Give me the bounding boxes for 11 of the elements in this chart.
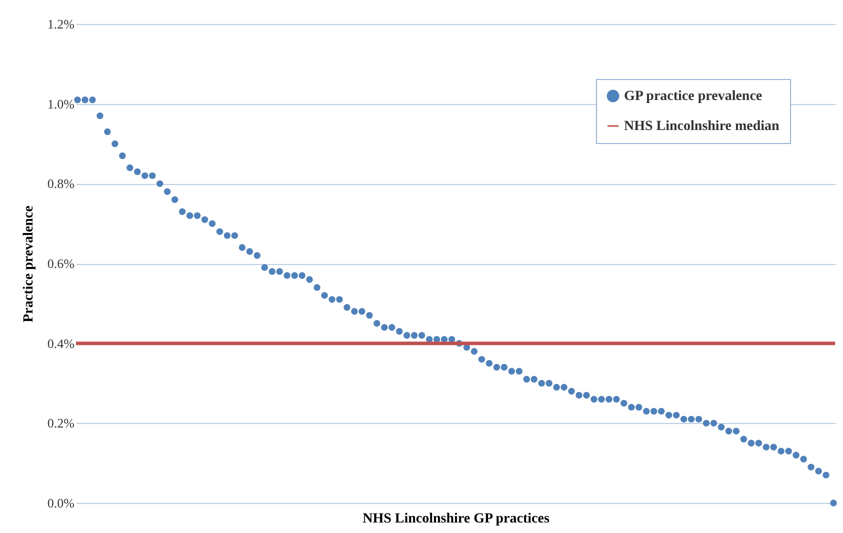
y-tick-label: 0.8%: [47, 176, 75, 192]
y-tick-label: 1.2%: [47, 16, 75, 32]
y-axis-title: Practice prevalence: [21, 206, 36, 322]
x-axis-title: NHS Lincolnshire GP practices: [362, 512, 550, 526]
y-tick-label: 1.0%: [47, 96, 75, 112]
y-tick-label: 0.0%: [47, 496, 75, 510]
y-tick-label: 0.2%: [47, 416, 75, 431]
y-tick-label: 0.4%: [47, 336, 75, 351]
y-tick-label: 0.6%: [47, 256, 75, 271]
legend-label: NHS Lincolnshire median: [624, 119, 780, 134]
legend-label: GP practice prevalence: [624, 89, 762, 104]
